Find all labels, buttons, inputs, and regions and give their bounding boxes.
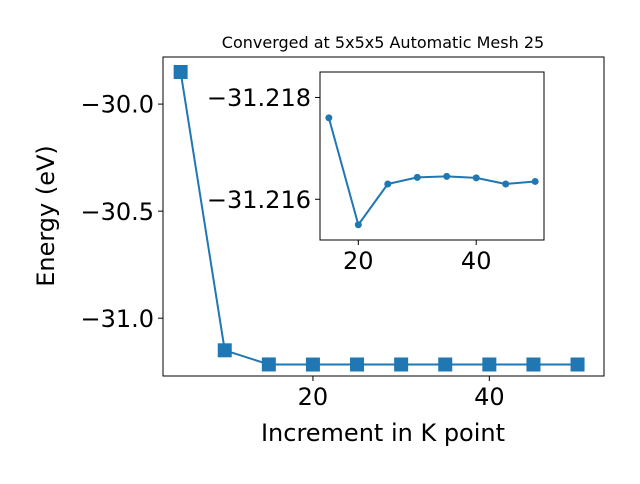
- main-data-point: [526, 357, 541, 372]
- inset-x-tick-label: 20: [343, 247, 374, 275]
- chart-title: Converged at 5x5x5 Automatic Mesh 25: [222, 33, 544, 52]
- inset-data-point: [443, 172, 451, 180]
- inset-data-point: [384, 180, 392, 188]
- inset-y-tick-label: −31.218: [207, 84, 311, 112]
- main-data-point: [482, 357, 497, 372]
- main-data-point: [394, 357, 409, 372]
- inset-tick-group: 20 40 −31.218 −31.216: [207, 84, 492, 275]
- inset-data-point: [354, 221, 362, 229]
- main-y-tick-label: −30.5: [80, 198, 154, 226]
- inset-data-point: [472, 174, 480, 182]
- main-y-tick-label: −30.0: [80, 91, 154, 119]
- y-axis-label: Energy (eV): [32, 145, 60, 287]
- main-series-line: [179, 71, 578, 366]
- inset-data-point: [325, 114, 333, 122]
- inset-series-group: [325, 114, 539, 229]
- main-data-point: [305, 357, 320, 372]
- main-x-tick-label: 40: [474, 383, 505, 411]
- main-data-point: [570, 357, 585, 372]
- main-y-tick-label: −31.0: [80, 305, 154, 333]
- main-x-tick-label: 20: [298, 383, 329, 411]
- inset-series-line: [327, 117, 536, 226]
- x-axis-label: Increment in K point: [261, 419, 505, 447]
- main-data-point: [350, 357, 365, 372]
- inset-plot-area: [320, 72, 544, 240]
- inset-y-tick-label: −31.216: [207, 186, 311, 214]
- inset-data-point: [531, 177, 539, 185]
- inset-plot-frame: [319, 71, 545, 241]
- inset-data-point: [413, 173, 421, 181]
- inset-x-tick-label: 40: [461, 247, 492, 275]
- main-data-point: [217, 343, 232, 358]
- main-data-point: [438, 357, 453, 372]
- main-data-point: [261, 357, 276, 372]
- main-series-group: [173, 64, 585, 372]
- main-plot-frame: [162, 56, 605, 377]
- main-tick-group: 20 40 −30.0 −30.5 −31.0: [80, 91, 504, 411]
- inset-axes: 20 40 −31.218 −31.216: [207, 71, 545, 275]
- inset-data-point: [502, 180, 510, 188]
- main-data-point: [173, 64, 188, 79]
